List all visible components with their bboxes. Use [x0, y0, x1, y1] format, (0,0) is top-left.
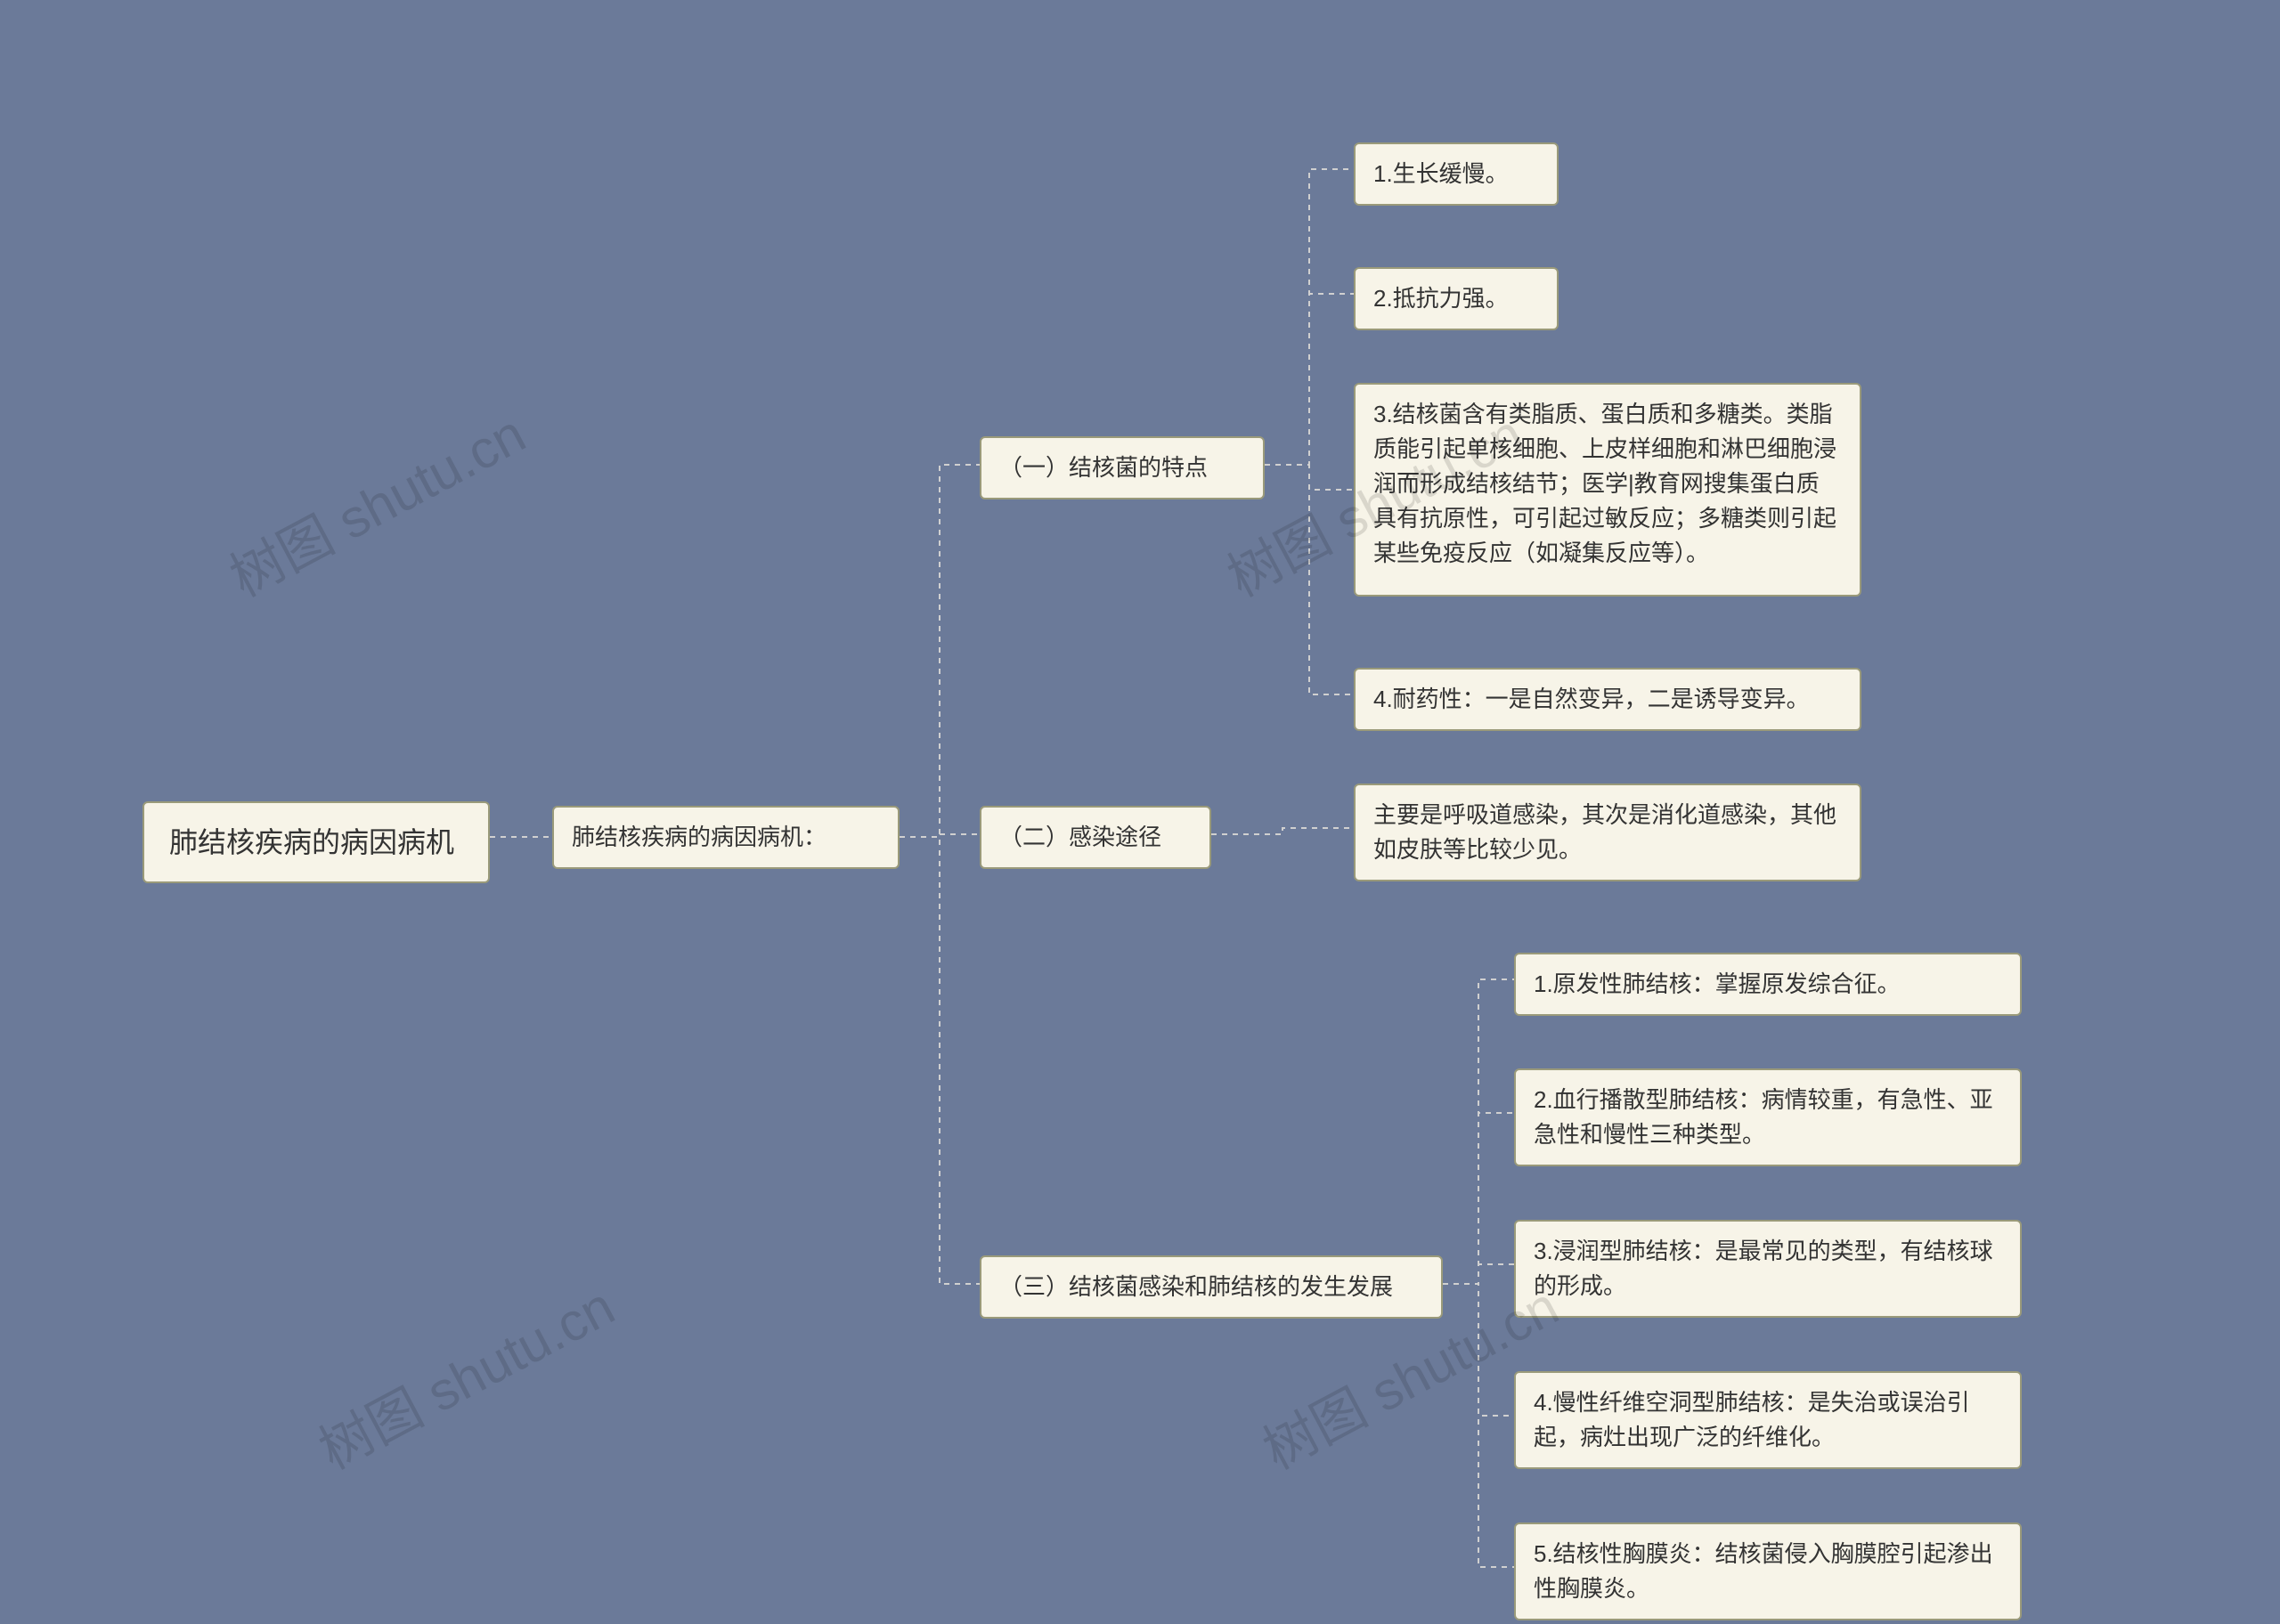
leaf-3-1: 1.原发性肺结核：掌握原发综合征。 [1514, 953, 2022, 1016]
branch-1-node: （一）结核菌的特点 [980, 436, 1265, 499]
leaf-3-4: 4.慢性纤维空洞型肺结核：是失治或误治引起，病灶出现广泛的纤维化。 [1514, 1371, 2022, 1469]
level1-node: 肺结核疾病的病因病机： [552, 806, 900, 869]
leaf-2-1: 主要是呼吸道感染，其次是消化道感染，其他如皮肤等比较少见。 [1354, 784, 1861, 881]
leaf-3-5: 5.结核性胸膜炎：结核菌侵入胸膜腔引起渗出性胸膜炎。 [1514, 1522, 2022, 1620]
leaf-3-2: 2.血行播散型肺结核：病情较重，有急性、亚急性和慢性三种类型。 [1514, 1068, 2022, 1166]
branch-3-node: （三）结核菌感染和肺结核的发生发展 [980, 1255, 1443, 1319]
leaf-1-3: 3.结核菌含有类脂质、蛋白质和多糖类。类脂质能引起单核细胞、上皮样细胞和淋巴细胞… [1354, 383, 1861, 597]
watermark-text: 树图 shutu.cn [304, 1264, 626, 1484]
branch-2-node: （二）感染途径 [980, 806, 1211, 869]
watermark-text: 树图 shutu.cn [215, 392, 537, 612]
leaf-1-1: 1.生长缓慢。 [1354, 142, 1559, 206]
leaf-1-4: 4.耐药性：一是自然变异，二是诱导变异。 [1354, 668, 1861, 731]
leaf-3-3: 3.浸润型肺结核：是最常见的类型，有结核球的形成。 [1514, 1220, 2022, 1318]
mindmap-canvas: 肺结核疾病的病因病机 肺结核疾病的病因病机： （一）结核菌的特点 （二）感染途径… [0, 0, 2280, 1624]
root-node: 肺结核疾病的病因病机 [142, 801, 490, 883]
leaf-1-2: 2.抵抗力强。 [1354, 267, 1559, 330]
